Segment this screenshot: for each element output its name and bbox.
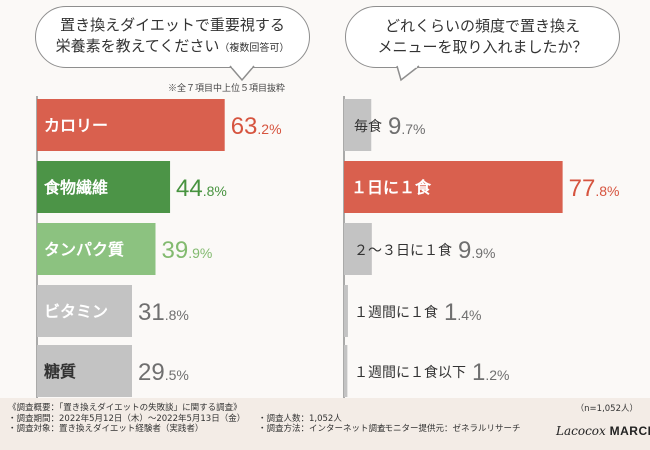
bar [37, 223, 156, 275]
category-label: カロリー [44, 116, 108, 135]
sample-size: （n=1,052人） [575, 404, 638, 414]
chart-nutrients: カロリー 63.2% 食物繊維 44.8% タンパク質 39.9% ビタミン 31.8% 糖質 2… [36, 96, 282, 398]
survey-monitor: ・モニター提供元：ゼネラルリサーチ [376, 424, 521, 434]
bar-charts: カロリー 63.2% 食物繊維 44.8% タンパク質 39.9% ビタミン 31.8% 糖質 2… [36, 96, 620, 398]
category-label: １週間に１食 [354, 304, 438, 321]
value-label: 9.9% [458, 237, 495, 264]
category-label: タンパク質 [44, 240, 124, 259]
bar [344, 99, 372, 151]
category-label: ビタミン [44, 302, 108, 321]
survey-respondents: ・調査人数：1,052人 [258, 413, 342, 424]
survey-overview: 《調査概要：「置き換えダイエットの失敗談」に関する調査》 ・調査期間：2022年… [8, 403, 521, 435]
value-label: 29.5% [138, 359, 189, 386]
value-label: 1.4% [444, 299, 481, 326]
bar [344, 223, 372, 275]
value-label: 1.2% [472, 359, 509, 386]
top5-note: ※全７項目中上位５項目抜粋 [167, 84, 285, 94]
bar [344, 285, 348, 337]
left-question-multiple-note: （複数回答可） [219, 43, 290, 54]
right-question-line1: どれくらいの頻度で置き換え [384, 17, 580, 35]
category-label: ２〜３日に１食 [354, 242, 452, 259]
category-label: １日に１食 [351, 178, 432, 197]
chart-frequency: 毎食 9.7% １日に１食 77.8% ２〜３日に１食 9.9% １週間に１食 1.4% １週間… [343, 96, 620, 398]
survey-method: ・調査方法：インターネット調査 [258, 424, 386, 434]
value-label: 39.9% [162, 237, 213, 264]
bar [344, 345, 348, 397]
bar [37, 161, 171, 213]
right-question-bubble: どれくらいの頻度で置き換え メニューを取り入れましたか？ [345, 6, 620, 68]
category-label: 食物繊維 [43, 178, 108, 197]
left-question-line2: 栄養素を教えてください [55, 37, 220, 55]
value-label: 44.8% [176, 175, 227, 202]
bar [37, 99, 225, 151]
value-label: 9.7% [388, 113, 425, 140]
value-label: 31.8% [138, 299, 189, 326]
right-question-line2: メニューを取り入れましたか？ [377, 38, 588, 56]
brand-logo-script: Lacocox [556, 424, 606, 438]
left-question-line1: 置き換えダイエットで重要視する [60, 16, 285, 34]
bar [37, 345, 132, 397]
left-question-bubble: 置き換えダイエットで重要視する 栄養素を教えてください（複数回答可） [35, 6, 310, 68]
survey-period: ・調査期間：2022年5月12日（木）〜2022年5月13日（金） [8, 413, 246, 424]
brand-logo-marche: MARCHE [609, 424, 650, 438]
value-label: 77.8% [569, 175, 620, 202]
brand-logo: Lacocox MARCHE [556, 424, 650, 438]
left-bubble-tail [229, 65, 255, 82]
survey-overview-title: 《調査概要：「置き換えダイエットの失敗談」に関する調査》 [8, 403, 242, 413]
category-label: 糖質 [44, 362, 76, 381]
value-label: 63.2% [231, 113, 282, 140]
survey-target: ・調査対象：置き換えダイエット経験者（実践者） [8, 424, 204, 434]
right-bubble-tail [396, 65, 420, 82]
category-label: 毎食 [354, 118, 382, 135]
bar [344, 161, 563, 213]
bar [37, 285, 132, 337]
category-label: １週間に１食以下 [354, 364, 466, 381]
